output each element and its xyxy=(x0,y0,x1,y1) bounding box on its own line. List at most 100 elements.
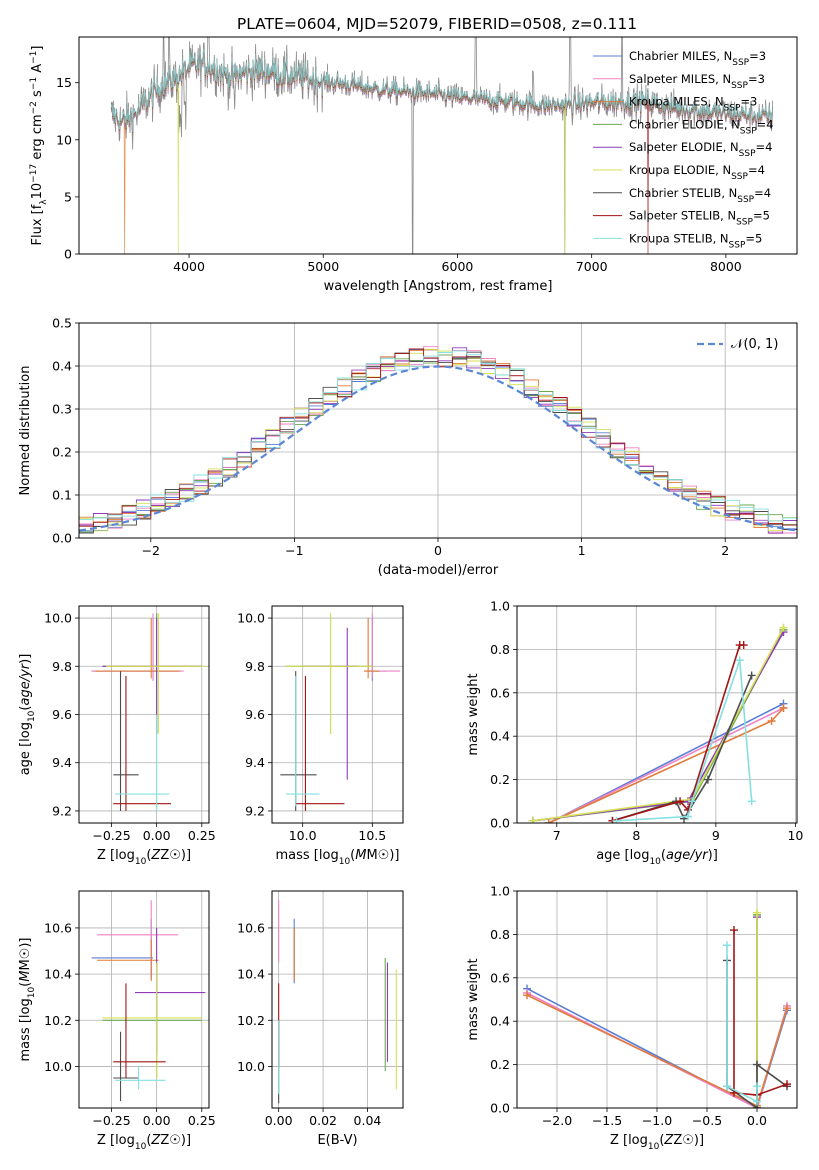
legend-entry: Salpeter STELIB, NSSP=5 xyxy=(629,209,770,228)
label-part: ( xyxy=(350,848,355,863)
label-part: SSP xyxy=(729,240,746,250)
y-axis-label: Normed distribution xyxy=(18,366,33,496)
x-tick-label: 1 xyxy=(578,543,586,558)
mass-weight-point xyxy=(779,623,788,632)
label-part: =3 xyxy=(749,49,766,63)
x-tick-label: 8 xyxy=(632,828,640,843)
label-part: 10 xyxy=(135,1142,147,1152)
y-tick-label: 5 xyxy=(64,189,72,204)
x-tick-label: 7 xyxy=(553,828,561,843)
mass-weight-point xyxy=(612,816,621,823)
y-tick-label: 0.5 xyxy=(52,316,72,331)
y-axis-label: mass [log10(MM☉)] xyxy=(18,938,37,1062)
x-tick-label: 2 xyxy=(721,543,729,558)
label-part: )] xyxy=(18,654,33,664)
label-part: erg cm xyxy=(30,114,45,163)
label-part: log xyxy=(115,1133,135,1148)
y-tick-label: 1.0 xyxy=(490,599,510,614)
label-part: ( xyxy=(146,1133,151,1148)
label-part: )] xyxy=(708,848,718,863)
label-part: ( xyxy=(146,848,151,863)
y-tick-label: 10.4 xyxy=(237,967,265,982)
error-bars xyxy=(91,613,206,811)
residual-histogram xyxy=(79,350,797,538)
figure-title: PLATE=0604, MJD=52079, FIBERID=0508, z=0… xyxy=(237,15,637,33)
x-tick-label: 10.5 xyxy=(358,828,386,843)
mass-weight-point xyxy=(779,703,788,712)
normal-reference-curve xyxy=(79,365,797,532)
label-part: log xyxy=(630,848,650,863)
label-part: Salpeter STELIB, N xyxy=(629,209,736,223)
mass-weight-point xyxy=(783,1080,791,1089)
label-part: age [ xyxy=(18,742,33,775)
y-tick-label: 0.2 xyxy=(490,772,510,787)
mass-weight-point xyxy=(703,775,712,784)
label-part: Z [ xyxy=(97,848,115,863)
label-part: SSP xyxy=(724,104,741,114)
y-tick-label: 9.4 xyxy=(245,755,265,770)
mass-weight-point xyxy=(723,1082,731,1091)
y-tick-label: 10.6 xyxy=(237,920,265,935)
plot-frame xyxy=(78,605,210,824)
mass-weight-series xyxy=(733,930,788,1096)
label-part: Salpeter ELODIE, N xyxy=(629,140,739,154)
mass-weight-point xyxy=(739,641,748,650)
label-part: (data-model)/error xyxy=(378,563,499,578)
histograms xyxy=(79,346,797,538)
mass-weight-series xyxy=(612,644,744,822)
x-tick-label: −1.5 xyxy=(592,1113,622,1128)
x-tick-label: 9 xyxy=(712,828,720,843)
x-axis-label: Z [log10(ZZ☉)] xyxy=(97,848,191,867)
y-tick-label: 9.8 xyxy=(245,659,265,674)
y-axis-label: mass weight xyxy=(466,673,481,755)
label-part: mass [ xyxy=(18,1018,33,1061)
x-axis-label: Z [log10(ZZ☉)] xyxy=(610,1133,704,1152)
mass-weight-point xyxy=(753,1060,761,1069)
mass-weight-point xyxy=(783,1004,791,1013)
label-part: Chabrier STELIB, N xyxy=(629,186,737,200)
legend-entry: Chabrier STELIB, NSSP=4 xyxy=(629,186,771,205)
x-tick-label: 6000 xyxy=(442,259,474,274)
y-tick-label: 10.0 xyxy=(44,1059,72,1074)
label-part: s xyxy=(30,90,45,101)
label-part: Kroupa MILES, N xyxy=(629,95,724,109)
label-part: 10 xyxy=(339,857,351,867)
legend-entry: Kroupa MILES, NSSP=3 xyxy=(629,95,757,114)
y-axis-label: mass weight xyxy=(466,958,481,1040)
label-part: log xyxy=(628,1133,648,1148)
mass-weight-point xyxy=(544,819,553,823)
mass-weight-point xyxy=(747,671,756,680)
y-tick-label: 0.6 xyxy=(490,685,510,700)
label-part: Kroupa ELODIE, N xyxy=(629,163,731,177)
x-tick-label: −0.25 xyxy=(92,828,130,843)
y-tick-label: 10.4 xyxy=(44,967,72,982)
label-part: A xyxy=(30,64,45,77)
mass-weight-point xyxy=(676,797,685,806)
legend-normal-label: 𝒩(0, 1) xyxy=(731,337,778,352)
mass-weight-point xyxy=(528,816,537,823)
label-part: wavelength [Angstrom, rest frame] xyxy=(324,279,553,294)
mass-weight-point xyxy=(688,797,696,806)
label-part: Chabrier ELODIE, N xyxy=(629,117,740,131)
label-part: 10 xyxy=(27,987,37,999)
x-tick-label: 4000 xyxy=(173,259,205,274)
y-tick-label: 10.2 xyxy=(44,1013,72,1028)
plot-frame xyxy=(78,322,798,539)
label-part: log xyxy=(115,848,135,863)
mass-weight-point xyxy=(747,797,756,806)
label-part: mass weight xyxy=(466,958,481,1040)
label-part: Z☉)] xyxy=(160,1133,191,1148)
label-part: Kroupa STELIB, N xyxy=(629,231,729,245)
x-axis-label: Z [log10(ZZ☉)] xyxy=(97,1133,191,1152)
label-part: log xyxy=(18,998,33,1018)
mass-weight-lines xyxy=(528,623,788,823)
label-part: 10 xyxy=(135,857,147,867)
mass-weight-point xyxy=(730,926,738,935)
y-tick-label: 9.4 xyxy=(52,755,72,770)
x-tick-label: −0.25 xyxy=(92,1113,130,1128)
y-tick-label: 9.2 xyxy=(245,803,265,818)
x-axis-label: (data-model)/error xyxy=(378,563,499,578)
x-axis-label: wavelength [Angstrom, rest frame] xyxy=(324,279,553,294)
x-tick-label: −2 xyxy=(142,543,160,558)
